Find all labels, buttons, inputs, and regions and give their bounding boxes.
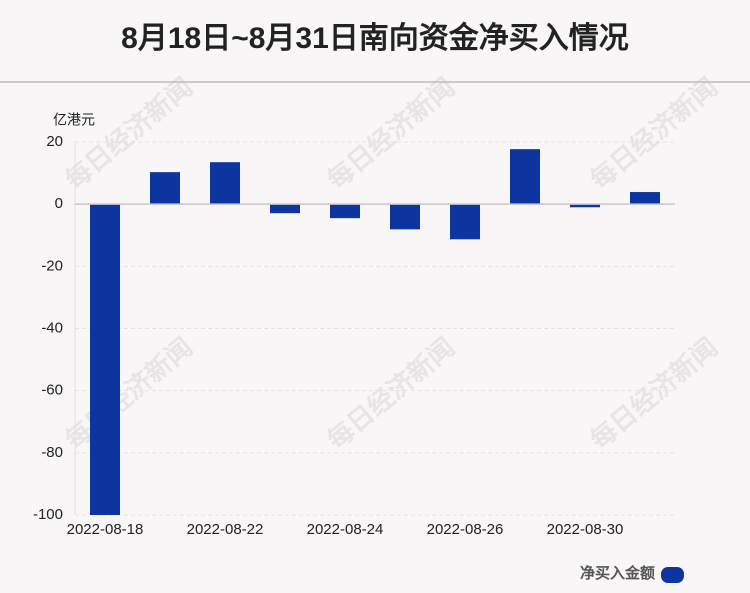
bar — [210, 162, 240, 205]
bar — [330, 204, 360, 219]
x-tick-label: 2022-08-26 — [427, 521, 504, 538]
x-tick-label: 2022-08-22 — [187, 521, 264, 538]
y-tick-label: -80 — [41, 444, 63, 461]
bar — [270, 204, 300, 214]
y-tick-label: -60 — [41, 382, 63, 399]
legend-label: 净买入金额 — [580, 564, 655, 582]
bar — [510, 149, 540, 205]
y-unit: 亿港元 — [53, 112, 95, 128]
x-tick-label: 2022-08-18 — [67, 521, 144, 538]
y-tick-label: -100 — [33, 506, 63, 523]
bar — [150, 172, 180, 205]
y-tick-label: 0 — [55, 195, 63, 212]
chart-title: 8月18日~8月31日南向资金净买入情况 — [121, 21, 629, 55]
legend-swatch — [661, 567, 684, 583]
bar — [450, 204, 480, 240]
x-tick-label: 2022-08-30 — [547, 521, 624, 538]
bar — [630, 192, 660, 205]
y-tick-label: -40 — [41, 319, 63, 336]
x-tick-label: 2022-08-24 — [307, 521, 384, 538]
bar — [390, 204, 420, 230]
y-tick-label: -20 — [41, 257, 63, 274]
bar — [570, 204, 600, 208]
bar — [90, 204, 120, 515]
y-tick-label: 20 — [46, 133, 63, 150]
